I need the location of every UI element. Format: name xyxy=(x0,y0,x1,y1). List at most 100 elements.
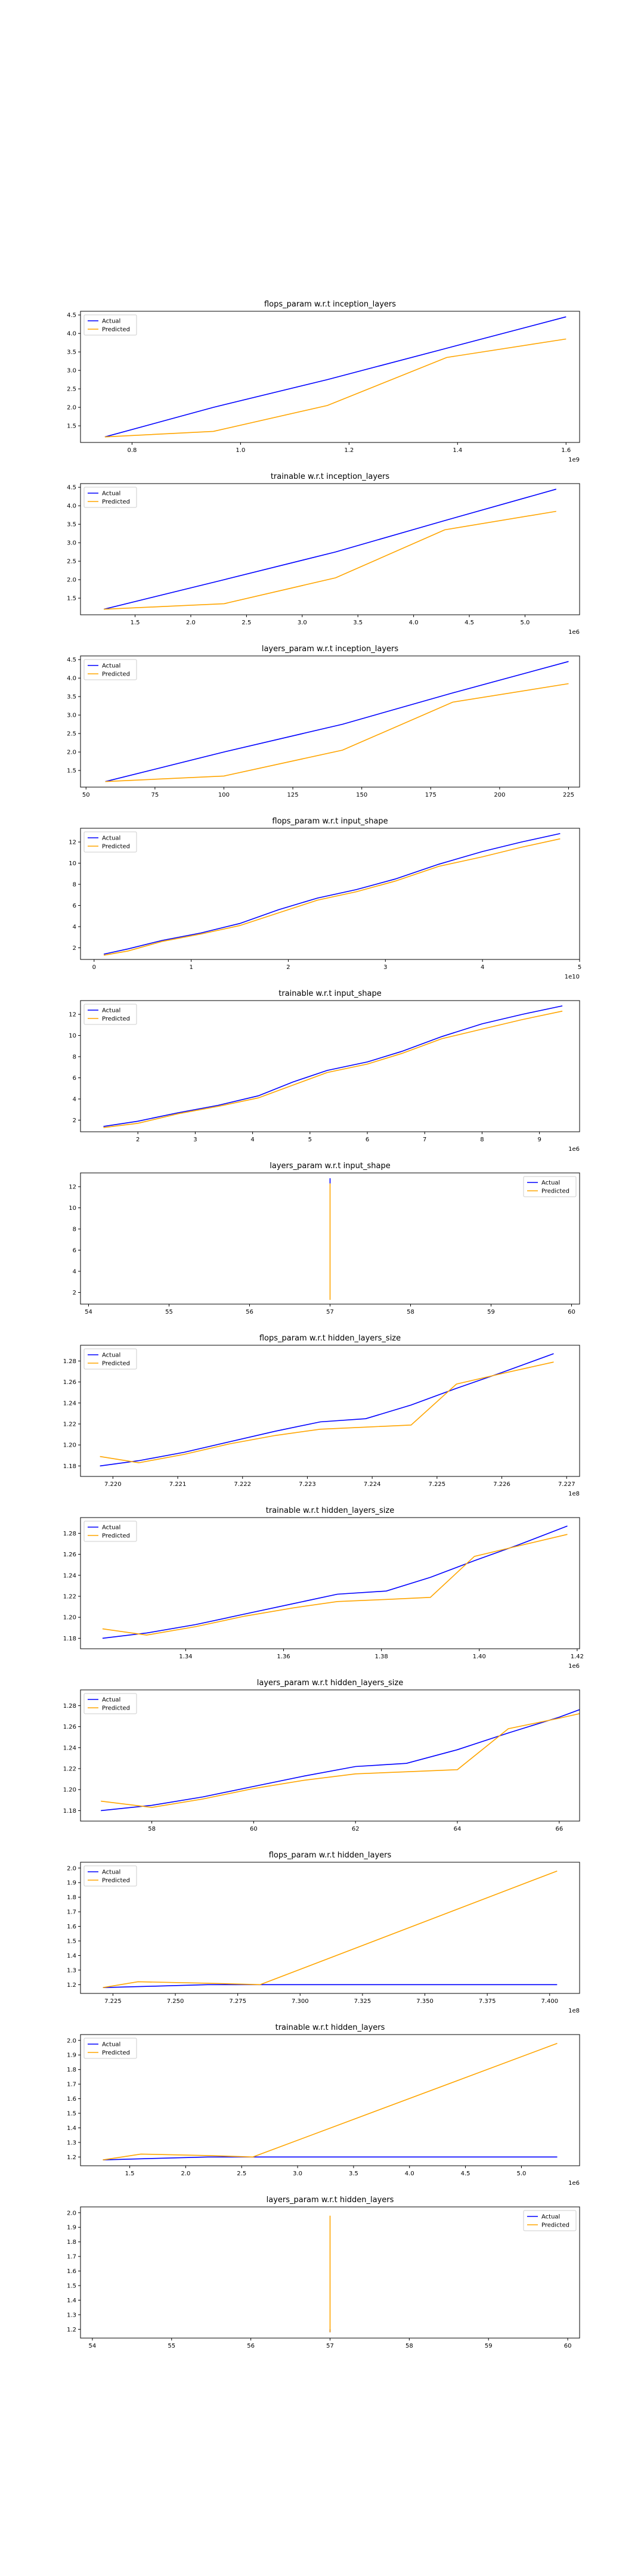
y-tick-label: 1.6 xyxy=(67,1924,76,1930)
y-tick-label: 4.0 xyxy=(67,676,76,682)
x-tick-label: 7 xyxy=(423,1137,426,1143)
legend-box xyxy=(83,1348,137,1370)
x-tick-label: 7.223 xyxy=(299,1481,316,1488)
chart-title: layers_param w.r.t inception_layers xyxy=(262,645,399,654)
x-tick-label: 3 xyxy=(383,964,387,971)
y-tick-label: 8 xyxy=(73,1054,76,1061)
x-tick-label: 7.350 xyxy=(416,1998,434,2005)
axes-frame xyxy=(80,1000,580,1132)
y-tick-label: 1.18 xyxy=(63,1808,76,1815)
x-tick-label: 150 xyxy=(356,792,367,798)
y-tick-label: 1.26 xyxy=(63,1724,76,1730)
x-tick-label: 54 xyxy=(89,2343,97,2349)
x-tick-label: 2.5 xyxy=(237,2171,246,2177)
axes-frame xyxy=(80,1345,580,1477)
chart-title: layers_param w.r.t input_shape xyxy=(270,1162,390,1171)
y-tick-label: 3.0 xyxy=(67,540,76,547)
axes-frame xyxy=(80,1689,580,1822)
chart-title: flops_param w.r.t hidden_layers xyxy=(269,1851,392,1860)
x-tick-label: 1.34 xyxy=(179,1654,192,1660)
series-line-actual xyxy=(104,488,557,610)
legend-label-predicted: Predicted xyxy=(541,1188,569,1195)
y-tick-label: 1.3 xyxy=(67,2140,76,2146)
y-tick-label: 1.22 xyxy=(63,1766,76,1773)
x-tick-label: 57 xyxy=(326,2343,334,2349)
legend-label-actual: Actual xyxy=(102,1525,120,1531)
series-line-actual xyxy=(105,661,569,782)
chart-8: trainable w.r.t hidden_layers_size 1.34 1.… xyxy=(63,1506,584,1670)
chart-6: layers_param w.r.t input_shape 54 55 56 57 58… xyxy=(69,1162,580,1315)
y-tick-label: 10 xyxy=(69,1205,76,1212)
x-tick-label: 0.8 xyxy=(127,447,137,454)
x-tick-label: 7.300 xyxy=(292,1998,309,2005)
x-tick-label: 5.0 xyxy=(521,620,530,626)
y-tick-label: 2.0 xyxy=(67,750,76,756)
y-tick-label: 1.28 xyxy=(63,1358,76,1365)
legend-box xyxy=(83,314,137,336)
y-tick-label: 4 xyxy=(73,1097,76,1103)
x-tick-label: 5.0 xyxy=(516,2171,526,2177)
x-offset-label: 1e6 xyxy=(568,629,580,636)
y-tick-label: 1.8 xyxy=(67,2067,76,2073)
x-tick-label: 7.250 xyxy=(167,1998,184,2005)
y-tick-label: 4 xyxy=(73,1269,76,1275)
x-tick-label: 2 xyxy=(136,1137,140,1143)
y-tick-label: 1.5 xyxy=(67,423,76,430)
chart-12: layers_param w.r.t hidden_layers 54 55 56 57… xyxy=(67,2196,580,2349)
x-tick-label: 7.220 xyxy=(104,1481,122,1488)
x-tick-label: 3.0 xyxy=(298,620,307,626)
chart-9: layers_param w.r.t hidden_layers_size 58 6… xyxy=(63,1679,580,1832)
chart-title: trainable w.r.t input_shape xyxy=(278,989,381,998)
y-tick-label: 4.5 xyxy=(67,312,76,319)
chart-title: trainable w.r.t inception_layers xyxy=(271,472,390,481)
chart-10: flops_param w.r.t hidden_layers 7.225 7.25… xyxy=(67,1851,580,2014)
legend-box xyxy=(523,1176,577,1197)
x-tick-label: 7.375 xyxy=(479,1998,496,2005)
x-tick-label: 7.227 xyxy=(558,1481,575,1488)
legend-label-actual: Actual xyxy=(541,1180,560,1187)
legend-label-actual: Actual xyxy=(102,1869,120,1876)
x-tick-label: 50 xyxy=(82,792,90,798)
x-tick-label: 7.275 xyxy=(229,1998,246,2005)
series-line-actual xyxy=(104,316,566,438)
x-tick-label: 58 xyxy=(407,1309,414,1315)
legend-label-actual: Actual xyxy=(102,318,120,325)
legend-label-actual: Actual xyxy=(102,663,120,670)
y-tick-label: 4.5 xyxy=(67,485,76,491)
y-tick-label: 1.7 xyxy=(67,2082,76,2088)
chart-title: flops_param w.r.t hidden_layers_size xyxy=(259,1334,401,1343)
x-tick-label: 54 xyxy=(85,1309,92,1315)
x-tick-label: 7.226 xyxy=(493,1481,510,1488)
x-tick-label: 5 xyxy=(578,964,581,971)
legend-label-actual: Actual xyxy=(102,1352,120,1359)
x-tick-label: 62 xyxy=(352,1826,360,1832)
legend-label-predicted: Predicted xyxy=(541,2222,569,2229)
legend-box xyxy=(83,487,137,508)
y-tick-label: 1.24 xyxy=(63,1745,76,1751)
chart-title: trainable w.r.t hidden_layers_size xyxy=(266,1506,395,1515)
x-tick-label: 58 xyxy=(148,1826,156,1832)
axes-frame xyxy=(80,1517,580,1649)
y-tick-label: 12 xyxy=(69,1012,76,1018)
series-line-actual xyxy=(101,1709,580,1812)
x-tick-label: 1.5 xyxy=(131,620,140,626)
y-tick-label: 1.6 xyxy=(67,2268,76,2275)
y-tick-label: 1.9 xyxy=(67,2052,76,2059)
series-line-predicted xyxy=(103,838,561,956)
series-line-actual xyxy=(103,833,561,955)
y-tick-label: 1.22 xyxy=(63,1422,76,1428)
legend-box xyxy=(83,1865,137,1887)
y-tick-label: 2.5 xyxy=(67,559,76,565)
y-tick-label: 1.7 xyxy=(67,1909,76,1916)
chart-title: layers_param w.r.t hidden_layers xyxy=(267,2196,394,2205)
x-tick-label: 7.325 xyxy=(354,1998,371,2005)
y-tick-label: 2.5 xyxy=(67,386,76,393)
chart-title: flops_param w.r.t input_shape xyxy=(272,817,388,826)
x-tick-label: 56 xyxy=(246,1309,253,1315)
chart-7: flops_param w.r.t hidden_layers_size 7.22… xyxy=(63,1334,580,1497)
x-tick-label: 7.221 xyxy=(169,1481,187,1488)
legend-label-predicted: Predicted xyxy=(102,844,130,850)
